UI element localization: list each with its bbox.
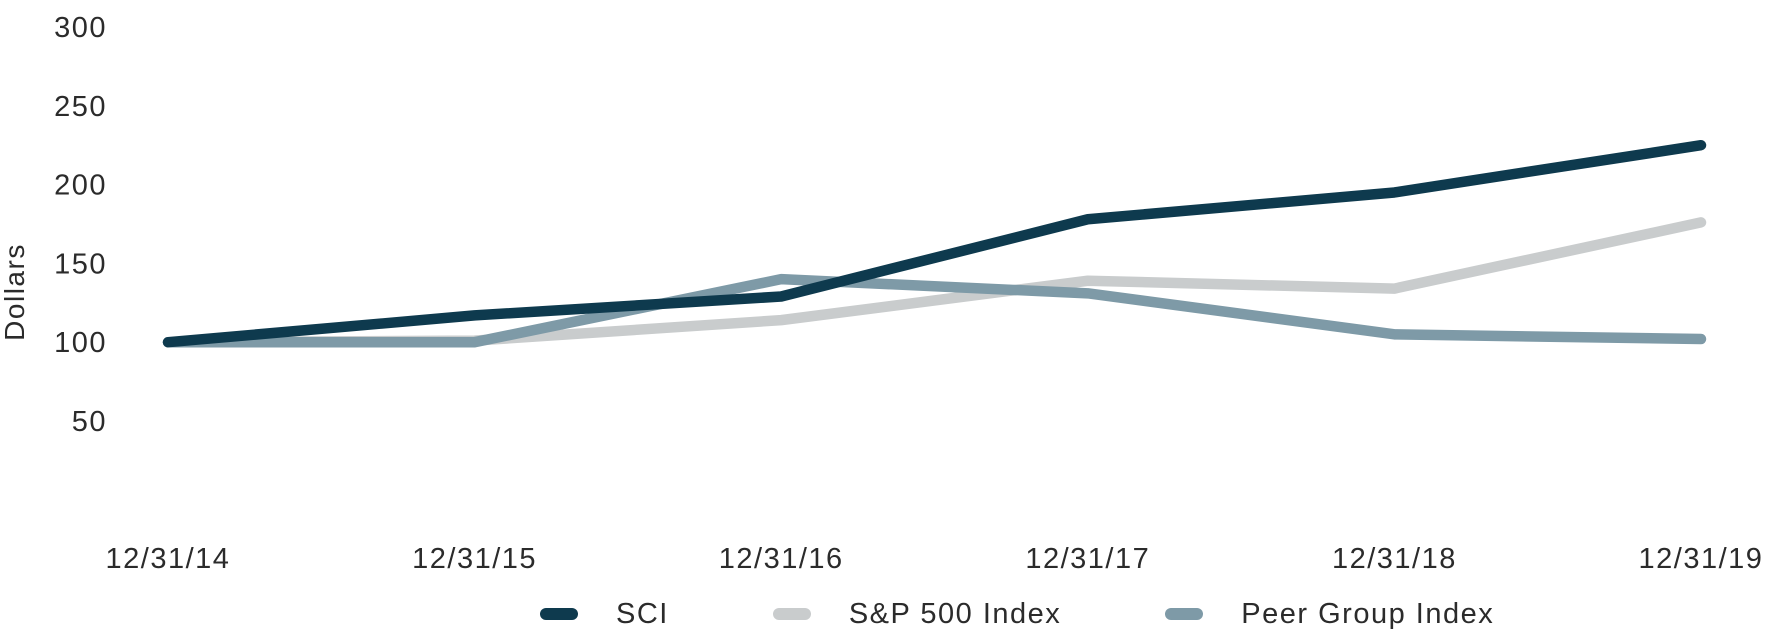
line-series-peer-group-index bbox=[162, 273, 1707, 348]
y-axis-tick-label: 250 bbox=[54, 91, 107, 123]
y-axis-tick-label: 50 bbox=[72, 406, 107, 438]
y-axis-tick-label: 300 bbox=[54, 12, 107, 44]
legend-label-sp500: S&P 500 Index bbox=[848, 597, 1062, 630]
y-axis-title: Dollars bbox=[0, 243, 30, 341]
legend-item-sci: SCI bbox=[540, 598, 669, 631]
x-axis-tick-label: 12/31/19 bbox=[1639, 543, 1764, 575]
legend-swatch-sp500 bbox=[772, 608, 811, 620]
y-axis-tick-label: 100 bbox=[54, 327, 107, 359]
x-axis-tick-label: 12/31/14 bbox=[106, 543, 231, 575]
y-axis-tick-label: 200 bbox=[54, 170, 107, 202]
x-axis-tick-label: 12/31/18 bbox=[1332, 543, 1457, 575]
x-axis-tick-label: 12/31/16 bbox=[719, 543, 844, 575]
line-series-sci bbox=[162, 139, 1707, 348]
y-axis-tick-label: 150 bbox=[54, 248, 107, 280]
legend-label-peer-group: Peer Group Index bbox=[1241, 597, 1495, 630]
legend-swatch-sci bbox=[540, 608, 578, 620]
legend-label-sci: SCI bbox=[616, 597, 669, 630]
x-axis-tick-label: 12/31/15 bbox=[412, 543, 537, 575]
x-axis-tick-label: 12/31/17 bbox=[1025, 543, 1150, 575]
legend-item-peer-group: Peer Group Index bbox=[1165, 598, 1494, 631]
legend-item-sp500: S&P 500 Index bbox=[772, 597, 1062, 631]
legend-swatch-peer-group bbox=[1165, 608, 1204, 620]
chart-legend: SCI S&P 500 Index Peer Group Index bbox=[540, 594, 1494, 634]
